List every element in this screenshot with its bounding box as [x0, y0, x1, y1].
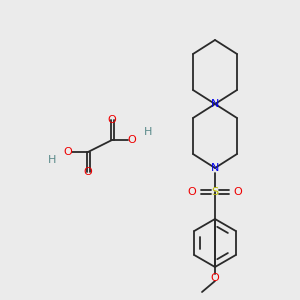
Text: O: O: [234, 187, 242, 197]
Text: O: O: [128, 135, 136, 145]
Text: N: N: [211, 99, 219, 109]
Text: H: H: [144, 127, 152, 137]
Text: O: O: [84, 167, 92, 177]
Text: O: O: [64, 147, 72, 157]
Text: N: N: [211, 163, 219, 173]
Text: S: S: [212, 187, 219, 197]
Text: H: H: [48, 155, 56, 165]
Text: O: O: [188, 187, 196, 197]
Text: O: O: [108, 115, 116, 125]
Text: O: O: [211, 273, 219, 283]
